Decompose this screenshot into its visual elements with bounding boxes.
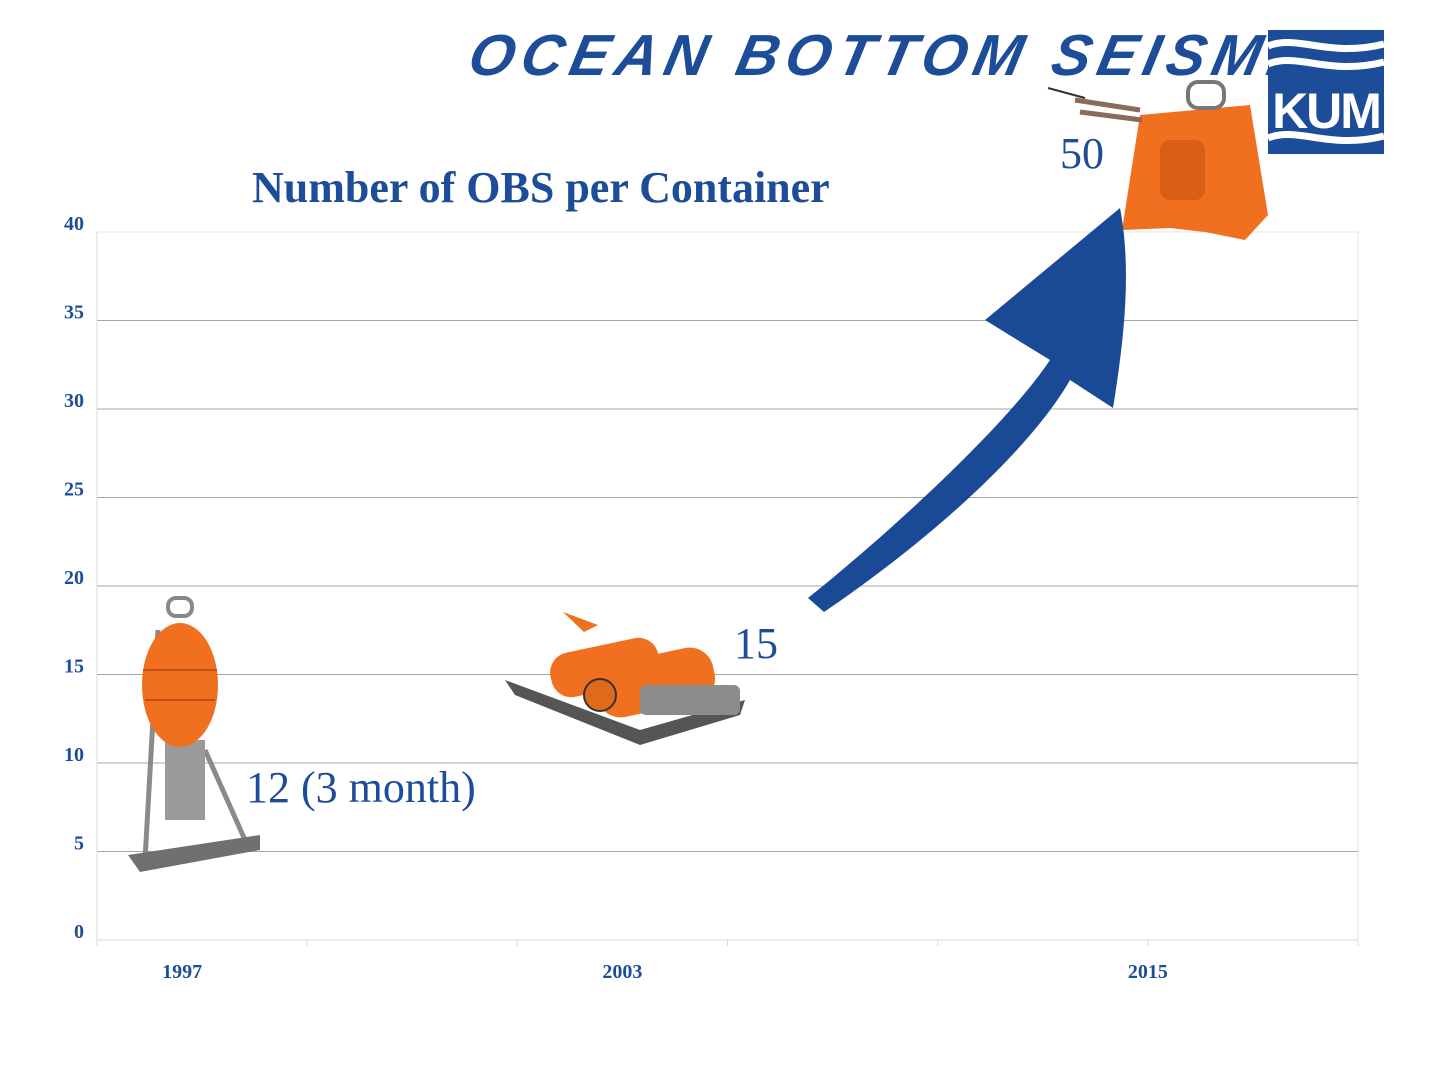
y-tick-label: 20 (64, 567, 84, 589)
y-tick-label: 30 (64, 390, 84, 412)
data-point-2015 (1047, 80, 1268, 240)
logo-text: KUM (1272, 83, 1382, 139)
y-tick-label: 40 (64, 213, 84, 235)
y-tick-label: 5 (74, 833, 84, 855)
logo-waves-icon (1268, 39, 1384, 145)
point-label-2003: 15 (734, 619, 778, 668)
y-tick-label: 15 (64, 656, 84, 678)
x-tick-label: 2015 (1128, 961, 1168, 983)
growth-arrow (808, 208, 1126, 612)
x-tick-label: 1997 (162, 961, 202, 983)
y-tick-label: 0 (74, 921, 84, 943)
kum-logo: KUM (1268, 30, 1384, 154)
point-label-1997: 12 (3 month) (246, 763, 476, 812)
x-tick-label: 2003 (602, 961, 642, 983)
data-point-1997 (128, 596, 260, 872)
chart-title: Number of OBS per Container (252, 163, 830, 212)
data-point-2003 (505, 612, 745, 745)
y-tick-label: 35 (64, 302, 84, 324)
y-tick-label: 25 (64, 479, 84, 501)
point-label-2015: 50 (1060, 129, 1104, 178)
y-tick-label: 10 (64, 744, 84, 766)
